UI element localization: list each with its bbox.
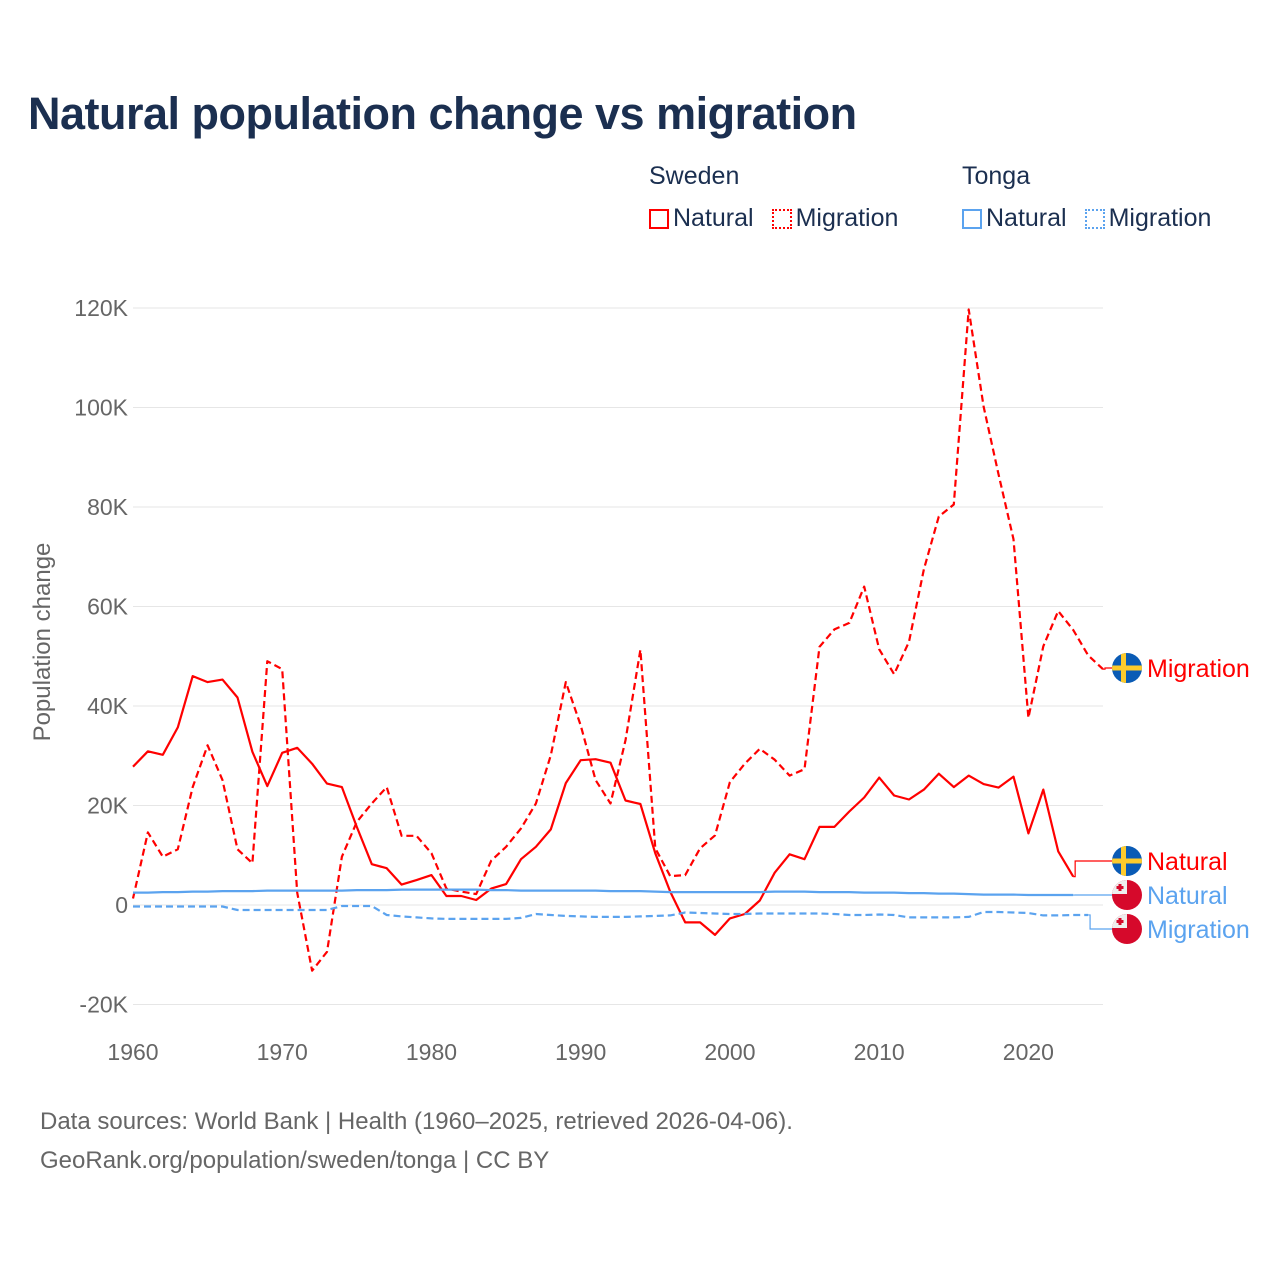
y-tick-label: -20K	[79, 992, 128, 1018]
source-note: Data sources: World Bank | Health (1960–…	[40, 1108, 793, 1135]
legend-tonga-migration[interactable]: Migration	[1084, 204, 1212, 233]
legend-country-sweden: Sweden	[649, 162, 740, 190]
chart-title: Natural population change vs migration	[28, 88, 857, 139]
legend-swatch-dotted	[771, 208, 792, 229]
legend-swatch-solid	[649, 208, 669, 229]
flag-cross-h	[1112, 665, 1142, 671]
legend-sweden-natural[interactable]: Natural	[649, 204, 754, 233]
series-line-sweden-migration	[131, 308, 1104, 972]
series-line-tonga-natural	[133, 888, 1074, 897]
flag-cross-v	[1121, 653, 1126, 683]
legend-country-tonga: Tonga	[962, 162, 1031, 190]
y-tick-label: 100K	[74, 395, 128, 421]
x-tick-label: 2010	[854, 1039, 905, 1065]
legend-label: Natural	[986, 204, 1067, 232]
legend-label: Natural	[673, 204, 754, 232]
y-tick-label: 40K	[87, 693, 129, 719]
series-end-label: Migration	[1147, 655, 1250, 683]
series-end-label: Natural	[1147, 882, 1228, 910]
series-end-label: Migration	[1147, 916, 1250, 944]
series-end-label: Natural	[1147, 848, 1228, 876]
legend-swatch-dotted	[1084, 208, 1105, 229]
legend-swatch-solid	[962, 208, 982, 229]
source-link[interactable]: GeoRank.org/population/sweden/tonga | CC…	[40, 1147, 550, 1174]
flag-body	[1112, 653, 1142, 683]
flag-cross-h	[1112, 858, 1142, 864]
legend-tonga-natural[interactable]: Natural	[962, 204, 1067, 233]
flag-body	[1112, 914, 1142, 944]
x-tick-label: 1970	[257, 1039, 308, 1065]
legend-sweden-migration[interactable]: Migration	[771, 204, 899, 233]
label-connector	[1088, 914, 1113, 930]
label-connector	[1103, 667, 1113, 670]
tonga-flag-icon	[1112, 880, 1142, 910]
flag-body	[1112, 880, 1142, 910]
sweden-flag-icon	[1112, 846, 1142, 876]
x-tick-label: 1990	[555, 1039, 606, 1065]
y-tick-label: 120K	[74, 295, 128, 321]
y-tick-label: 20K	[87, 793, 129, 819]
y-tick-label: 0	[115, 892, 128, 918]
flag-cross-h	[1116, 920, 1124, 923]
y-axis-label: Population change	[29, 543, 56, 742]
y-tick-label: 80K	[87, 494, 129, 520]
legend-group-tonga: Tonga Natural Migration	[962, 162, 1211, 233]
flag-body	[1112, 846, 1142, 876]
x-tick-label: 2000	[704, 1039, 755, 1065]
x-tick-label: 2020	[1003, 1039, 1054, 1065]
legend-group-sweden: Sweden Natural Migration	[649, 162, 916, 233]
y-tick-label: 60K	[87, 594, 129, 620]
legend-label: Migration	[1108, 204, 1212, 232]
sweden-flag-icon	[1112, 653, 1142, 683]
x-tick-label: 1980	[406, 1039, 457, 1065]
legend-label: Migration	[795, 204, 899, 232]
series-line-sweden-natural	[132, 675, 1075, 936]
series-line-tonga-migration	[133, 904, 1089, 920]
x-tick-label: 1960	[107, 1039, 158, 1065]
flag-cross-v	[1121, 846, 1126, 876]
flag-cross-h	[1116, 886, 1124, 889]
tonga-flag-icon	[1112, 914, 1142, 944]
label-connector	[1073, 860, 1113, 878]
